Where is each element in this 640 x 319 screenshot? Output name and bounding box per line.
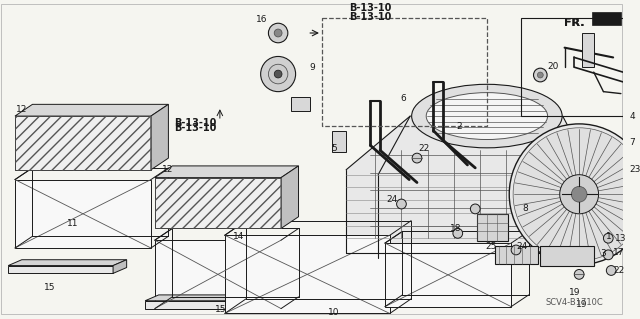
Text: 24: 24 [516, 241, 527, 250]
Text: B-13-10: B-13-10 [349, 11, 392, 21]
Text: 19: 19 [568, 288, 580, 297]
FancyBboxPatch shape [477, 214, 508, 241]
Polygon shape [385, 243, 511, 307]
Polygon shape [225, 235, 390, 314]
Circle shape [572, 186, 587, 202]
Text: 22: 22 [418, 144, 429, 153]
Polygon shape [8, 260, 127, 266]
FancyBboxPatch shape [291, 97, 310, 111]
Polygon shape [346, 116, 594, 253]
Text: 5: 5 [332, 144, 337, 153]
Circle shape [534, 68, 547, 82]
Circle shape [509, 124, 640, 264]
Text: 23: 23 [630, 165, 640, 174]
Text: 9: 9 [309, 63, 315, 72]
Circle shape [574, 270, 584, 279]
Text: 14: 14 [232, 232, 244, 241]
Polygon shape [8, 266, 113, 273]
FancyBboxPatch shape [540, 246, 594, 266]
Circle shape [511, 245, 521, 255]
Polygon shape [15, 104, 168, 116]
Circle shape [275, 29, 282, 37]
Circle shape [260, 56, 296, 92]
Polygon shape [252, 295, 266, 308]
Text: 1: 1 [606, 232, 612, 241]
Text: 15: 15 [215, 305, 227, 314]
Text: 17: 17 [613, 249, 625, 257]
Circle shape [397, 199, 406, 209]
Circle shape [604, 250, 613, 260]
Text: 19: 19 [576, 300, 588, 309]
Ellipse shape [426, 93, 548, 139]
Circle shape [470, 204, 480, 214]
Text: 2: 2 [456, 122, 461, 131]
Text: B-13-10: B-13-10 [349, 4, 392, 13]
Ellipse shape [412, 84, 562, 148]
Circle shape [453, 228, 463, 238]
Text: 8: 8 [523, 204, 529, 213]
Polygon shape [15, 116, 151, 170]
Text: 6: 6 [401, 94, 406, 103]
Circle shape [604, 233, 613, 243]
Text: 15: 15 [44, 283, 56, 292]
Circle shape [268, 23, 288, 43]
FancyBboxPatch shape [582, 33, 594, 67]
Circle shape [412, 153, 422, 163]
Text: 18: 18 [450, 224, 461, 233]
Text: FR.: FR. [563, 18, 584, 28]
Text: 3: 3 [600, 249, 606, 258]
Circle shape [268, 64, 288, 84]
Polygon shape [145, 295, 266, 301]
Text: B-13-10: B-13-10 [175, 123, 217, 133]
Polygon shape [145, 301, 252, 308]
Polygon shape [155, 240, 281, 308]
Circle shape [275, 70, 282, 78]
FancyBboxPatch shape [495, 246, 538, 263]
Polygon shape [155, 166, 298, 178]
Text: 12: 12 [16, 105, 28, 114]
Text: 20: 20 [547, 62, 559, 71]
Text: 4: 4 [630, 112, 636, 121]
Polygon shape [15, 180, 151, 248]
Polygon shape [151, 104, 168, 170]
Text: 11: 11 [67, 219, 78, 228]
Text: 24: 24 [386, 195, 397, 204]
Polygon shape [113, 260, 127, 273]
Text: SCV4-B1710C: SCV4-B1710C [545, 298, 603, 307]
Circle shape [513, 128, 640, 261]
Text: FR.: FR. [563, 19, 584, 28]
Circle shape [560, 175, 598, 214]
Polygon shape [592, 11, 621, 25]
Polygon shape [155, 178, 281, 228]
Text: 7: 7 [630, 138, 636, 147]
Text: B-13-10: B-13-10 [175, 118, 217, 128]
Text: 12: 12 [162, 165, 173, 174]
Circle shape [606, 266, 616, 275]
Text: 13: 13 [615, 234, 627, 243]
Text: 22: 22 [613, 266, 625, 275]
Text: 16: 16 [256, 15, 268, 24]
Text: 25: 25 [485, 241, 497, 250]
Circle shape [538, 72, 543, 78]
Text: 10: 10 [328, 308, 339, 317]
Polygon shape [281, 166, 298, 228]
FancyBboxPatch shape [332, 131, 346, 152]
